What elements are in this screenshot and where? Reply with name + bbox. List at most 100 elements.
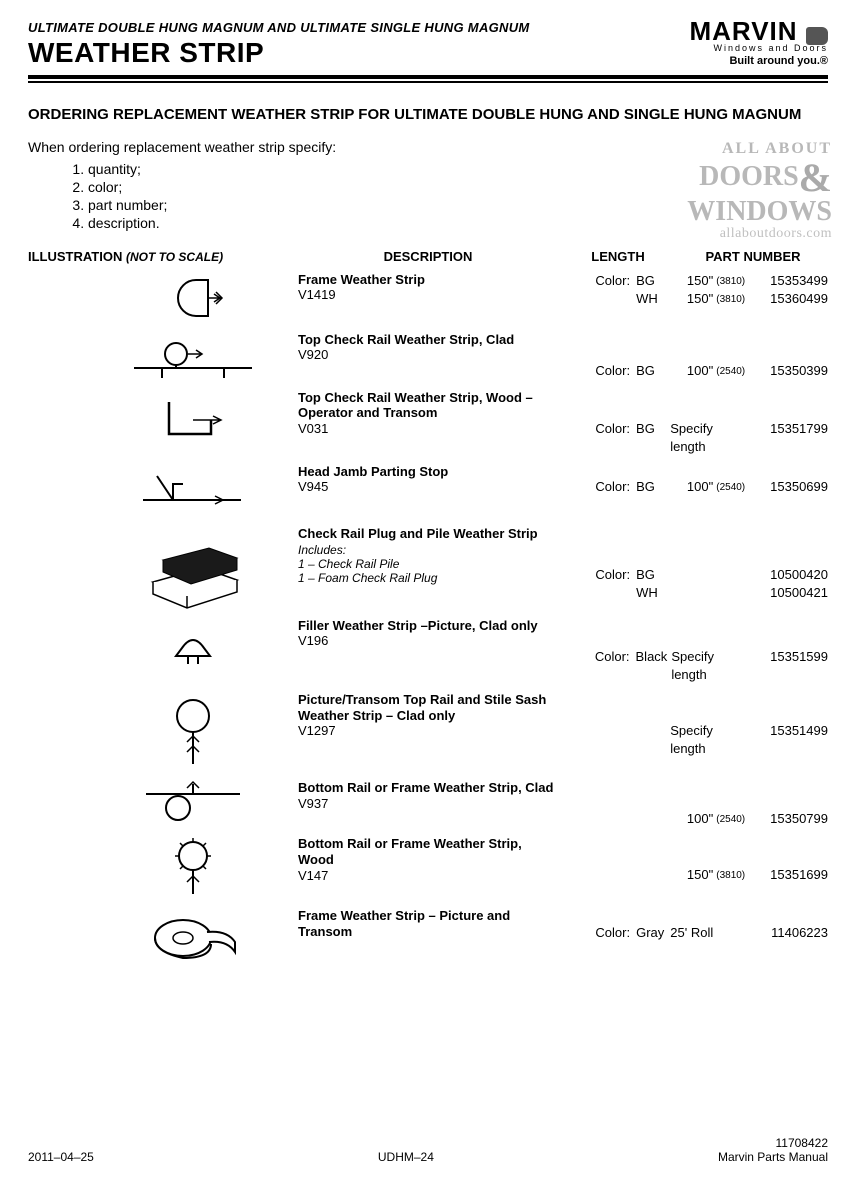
watermark-url: allaboutdoors.com: [687, 226, 832, 242]
variants-cell: Specify length15351499: [558, 692, 828, 758]
color-value: BG: [636, 566, 666, 584]
part-number: 15350699: [751, 478, 828, 496]
color-label: Color:: [558, 420, 636, 456]
color-label: [558, 722, 636, 758]
part-code: V1297: [298, 723, 558, 738]
part-code: V031: [298, 421, 558, 436]
part-number: 15351599: [751, 648, 828, 684]
color-label: [558, 866, 636, 884]
illustration-cell: [28, 390, 298, 446]
length-value: 150": [666, 866, 713, 884]
length-mm: [713, 924, 750, 942]
part-row: Picture/Transom Top Rail and Stile Sash …: [28, 688, 828, 776]
illustration-cell: [28, 618, 298, 668]
color-value: WH: [636, 290, 666, 308]
color-value: Gray: [636, 924, 666, 942]
illustration-cell: [28, 526, 298, 610]
description-cell: Head Jamb Parting StopV945: [298, 464, 558, 495]
length-mm: (3810): [713, 272, 750, 290]
length-mm: [713, 584, 750, 602]
part-row: Check Rail Plug and Pile Weather StripIn…: [28, 522, 828, 614]
length-value: 100": [666, 478, 713, 496]
length-mm: (2540): [713, 362, 750, 380]
illustration-cell: [28, 836, 298, 900]
description-cell: Filler Weather Strip –Picture, Clad only…: [298, 618, 558, 649]
color-label: [558, 584, 636, 602]
variant-row: Color:Gray25' Roll11406223: [558, 924, 828, 942]
part-number: 11406223: [751, 924, 828, 942]
description-cell: Top Check Rail Weather Strip, CladV920: [298, 332, 558, 363]
variant-row: Color:BG150"(3810)15353499: [558, 272, 828, 290]
description-cell: Frame Weather Strip – Picture and Transo…: [298, 908, 558, 939]
footer-manual: Marvin Parts Manual: [718, 1150, 828, 1164]
description-cell: Bottom Rail or Frame Weather Strip, Clad…: [298, 780, 558, 811]
col-partnumber: PART NUMBER: [678, 249, 828, 264]
color-label: Color:: [558, 648, 636, 684]
variants-cell: Color:BG100"(2540)15350399: [558, 332, 828, 380]
part-row: Top Check Rail Weather Strip, CladV920Co…: [28, 328, 828, 386]
part-title: Top Check Rail Weather Strip, Wood – Ope…: [298, 390, 558, 421]
part-number: 15351699: [751, 866, 828, 884]
col-description: DESCRIPTION: [298, 249, 558, 264]
part-row: Bottom Rail or Frame Weather Strip, Clad…: [28, 776, 828, 832]
variants-cell: 150"(3810)15351699: [558, 836, 828, 884]
part-title: Picture/Transom Top Rail and Stile Sash …: [298, 692, 558, 723]
part-row: Frame Weather Strip – Picture and Transo…: [28, 904, 828, 976]
watermark-ampersand-icon: &: [799, 155, 832, 200]
illustration-cell: [28, 780, 298, 828]
variant-row: Color:BG100"(2540)15350699: [558, 478, 828, 496]
brand-tagline: Built around you.®: [689, 55, 828, 67]
variant-row: Color:BG 10500420: [558, 566, 828, 584]
color-value: BG: [636, 362, 666, 380]
watermark: ALL ABOUT DOORS& WINDOWS allaboutdoors.c…: [687, 140, 832, 242]
color-value: Black: [636, 648, 668, 684]
part-row: Filler Weather Strip –Picture, Clad only…: [28, 614, 828, 688]
variants-cell: Color:BG150"(3810)15353499WH150"(3810)15…: [558, 272, 828, 308]
illustration-cell: [28, 272, 298, 324]
watermark-windows: WINDOWS: [687, 198, 832, 226]
part-number: 10500420: [751, 566, 828, 584]
variants-cell: Color:BG 10500420WH10500421: [558, 526, 828, 602]
part-code: V1419: [298, 287, 558, 302]
length-value: 100": [666, 362, 713, 380]
length-value: Specify length: [666, 420, 750, 456]
variants-cell: Color:BlackSpecify length15351599: [558, 618, 828, 684]
brand-name: MARVIN: [689, 16, 797, 46]
part-title: Check Rail Plug and Pile Weather Strip: [298, 526, 558, 542]
col-nts: (NOT TO SCALE): [126, 250, 223, 264]
color-value: [636, 722, 666, 758]
variants-cell: Color:BG100"(2540)15350699: [558, 464, 828, 496]
variant-row: WH10500421: [558, 584, 828, 602]
variant-row: Color:BG100"(2540)15350399: [558, 362, 828, 380]
part-code: V945: [298, 479, 558, 494]
color-value: [636, 866, 666, 884]
color-value: WH: [636, 584, 666, 602]
length-mm: (3810): [713, 290, 750, 308]
part-title: Bottom Rail or Frame Weather Strip, Wood: [298, 836, 558, 867]
footer-docnum: 11708422: [718, 1136, 828, 1150]
part-code: V196: [298, 633, 558, 648]
illustration-cell: [28, 332, 298, 382]
color-label: Color:: [558, 566, 636, 584]
footer-page: UDHM–24: [94, 1150, 718, 1164]
footer-date: 2011–04–25: [28, 1150, 94, 1164]
length-mm: (3810): [713, 866, 750, 884]
parts-table: Frame Weather StripV1419Color:BG150"(381…: [28, 268, 828, 977]
brand-block: MARVIN Windows and Doors Built around yo…: [689, 16, 828, 67]
part-title: Head Jamb Parting Stop: [298, 464, 558, 480]
color-value: BG: [636, 478, 666, 496]
divider-thin: [28, 81, 828, 83]
illustration-cell: [28, 908, 298, 972]
variant-row: WH150"(3810)15360499: [558, 290, 828, 308]
description-cell: Picture/Transom Top Rail and Stile Sash …: [298, 692, 558, 738]
color-label: Color:: [558, 272, 636, 290]
length-value: 150": [666, 272, 713, 290]
description-cell: Frame Weather StripV1419: [298, 272, 558, 303]
variant-row: Specify length15351499: [558, 722, 828, 758]
length-mm: [713, 566, 750, 584]
col-length: LENGTH: [558, 249, 678, 264]
col-illustration: ILLUSTRATION: [28, 249, 122, 264]
variant-row: 150"(3810)15351699: [558, 866, 828, 884]
length-value: Specify length: [667, 648, 751, 684]
length-value: 150": [666, 290, 713, 308]
